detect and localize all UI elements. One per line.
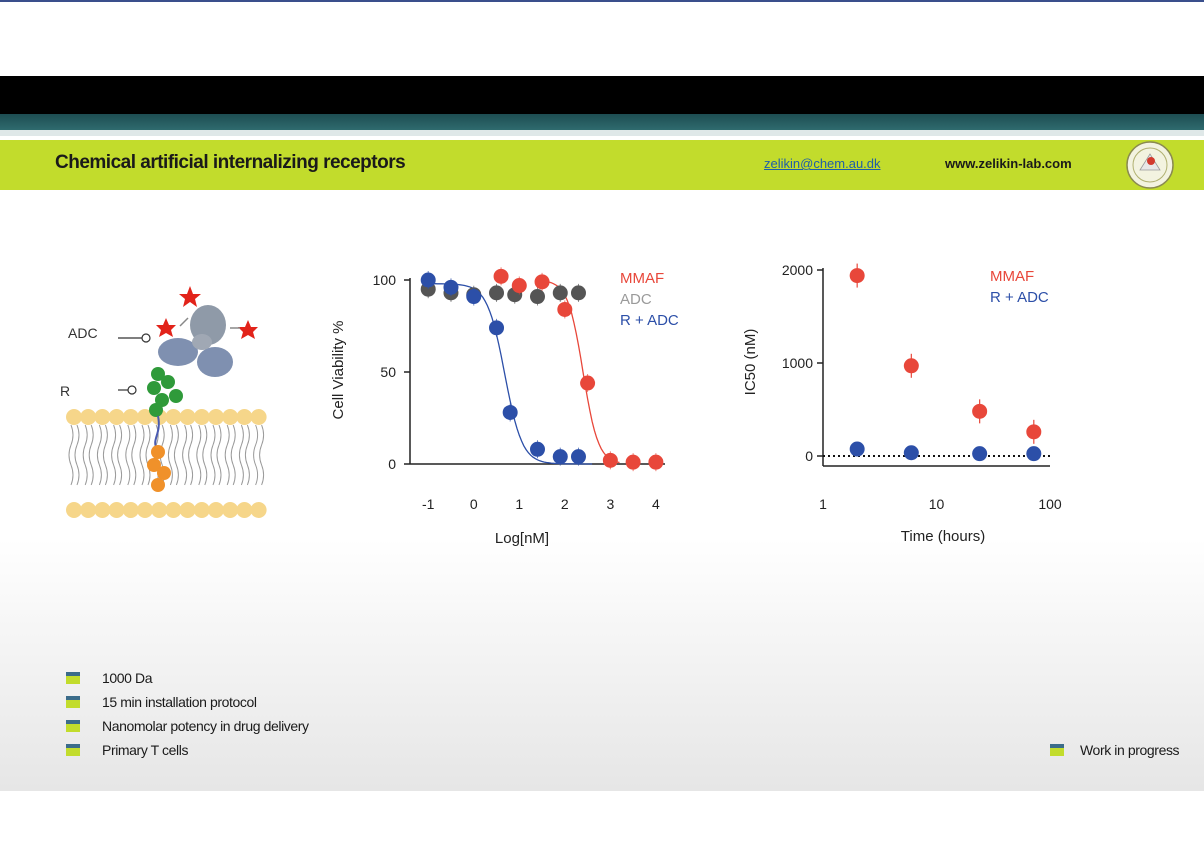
slide-top-band bbox=[0, 114, 1204, 130]
receptor-icon bbox=[147, 367, 183, 492]
x-tick-label: 100 bbox=[1038, 496, 1062, 512]
r-label: R bbox=[60, 383, 70, 399]
legend-r-adc: R + ADC bbox=[620, 312, 679, 329]
lab-website: www.zelikin-lab.com bbox=[945, 156, 1072, 171]
legend: MMAF ADC R + ADC bbox=[620, 270, 679, 329]
ic50-chart: 0 1000 2000 1 10 100 IC50 (nM) Time (hours) M… bbox=[742, 262, 1062, 545]
x-tick-label: 10 bbox=[929, 496, 945, 512]
membrane-bilayer bbox=[66, 409, 267, 518]
y-axis-label: IC50 (nM) bbox=[742, 329, 759, 396]
contact-email-link[interactable]: zelikin@chem.au.dk bbox=[764, 156, 881, 171]
data-point bbox=[552, 449, 568, 465]
data-point bbox=[1026, 424, 1042, 440]
data-point bbox=[903, 445, 919, 461]
data-point bbox=[466, 289, 482, 305]
data-point bbox=[557, 301, 573, 317]
slide-header bbox=[0, 140, 1204, 190]
drug-star-icon bbox=[179, 286, 201, 307]
data-point bbox=[420, 272, 436, 288]
drug-star-icon bbox=[238, 320, 258, 339]
top-border bbox=[0, 0, 1204, 2]
legend: MMAF R + ADC bbox=[990, 268, 1049, 306]
bullet-marker-icon bbox=[66, 672, 80, 684]
list-item: Nanomolar potency in drug delivery bbox=[66, 714, 309, 738]
data-point bbox=[972, 446, 988, 462]
viability-chart: 0 50 100 -1 0 1 2 3 4 Cell Viability % Log[nM] M… bbox=[330, 267, 679, 547]
y-tick-label: 100 bbox=[373, 272, 397, 288]
bullet-marker-icon bbox=[66, 696, 80, 708]
data-point bbox=[1026, 446, 1042, 462]
data-point bbox=[602, 452, 618, 468]
list-item: 15 min installation protocol bbox=[66, 690, 309, 714]
x-axis-label: Time (hours) bbox=[901, 528, 985, 545]
receptor-diagram: ADC R bbox=[60, 286, 267, 518]
bullet-marker-icon bbox=[66, 720, 80, 732]
adc-label: ADC bbox=[68, 325, 98, 341]
x-tick-label: 0 bbox=[470, 496, 478, 512]
data-point bbox=[530, 289, 545, 305]
antibody-icon bbox=[158, 305, 233, 377]
data-point bbox=[534, 274, 550, 290]
x-tick-label: 2 bbox=[561, 496, 569, 512]
data-point bbox=[648, 454, 664, 470]
data-point bbox=[849, 441, 865, 457]
legend-mmaf: MMAF bbox=[620, 270, 664, 287]
y-tick-label: 2000 bbox=[782, 262, 813, 278]
data-point bbox=[489, 320, 505, 336]
x-axis-label: Log[nM] bbox=[495, 530, 549, 547]
bullet-marker-icon bbox=[1050, 744, 1064, 756]
data-point bbox=[511, 278, 527, 294]
data-point bbox=[502, 404, 518, 420]
y-tick-label: 0 bbox=[805, 448, 813, 464]
list-item: 1000 Da bbox=[66, 666, 309, 690]
x-tick-label: 1 bbox=[819, 496, 827, 512]
feature-list: 1000 Da 15 min installation protocol Nan… bbox=[66, 666, 309, 762]
video-letterbox-bar bbox=[0, 76, 1204, 114]
data-point bbox=[972, 403, 988, 419]
legend-adc: ADC bbox=[620, 291, 652, 308]
data-point bbox=[552, 285, 568, 301]
legend-r-adc: R + ADC bbox=[990, 289, 1049, 306]
data-point bbox=[570, 449, 586, 465]
x-tick-label: 1 bbox=[515, 496, 523, 512]
data-point bbox=[625, 454, 641, 470]
data-point bbox=[849, 268, 865, 284]
data-point bbox=[489, 285, 505, 301]
y-tick-label: 1000 bbox=[782, 355, 813, 371]
list-item: Primary T cells bbox=[66, 738, 309, 762]
y-tick-label: 0 bbox=[388, 456, 396, 472]
slide-top-divider bbox=[0, 130, 1204, 136]
data-point bbox=[443, 279, 459, 295]
slide-body bbox=[0, 190, 1204, 791]
x-tick-label: -1 bbox=[422, 496, 435, 512]
work-in-progress-note: Work in progress bbox=[1050, 742, 1180, 758]
data-point bbox=[903, 358, 919, 374]
drug-star-icon bbox=[156, 318, 176, 337]
slide-title: Chemical artificial internalizing recept… bbox=[55, 152, 406, 173]
y-tick-label: 50 bbox=[380, 364, 396, 380]
y-axis-label: Cell Viability % bbox=[330, 321, 347, 420]
data-point bbox=[530, 441, 545, 457]
data-point bbox=[580, 375, 596, 391]
bottom-margin bbox=[0, 791, 1204, 861]
data-point bbox=[570, 285, 586, 301]
lab-logo-icon bbox=[1126, 141, 1174, 189]
data-point bbox=[493, 268, 509, 284]
x-tick-label: 4 bbox=[652, 496, 660, 512]
legend-mmaf: MMAF bbox=[990, 268, 1034, 285]
bullet-marker-icon bbox=[66, 744, 80, 756]
x-tick-label: 3 bbox=[606, 496, 614, 512]
